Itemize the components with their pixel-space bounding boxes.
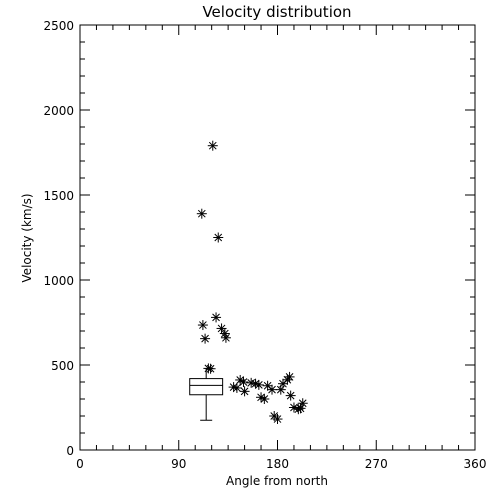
- y-axis-label: Velocity (km/s): [20, 193, 34, 282]
- asterisk-stroke: [268, 385, 276, 394]
- asterisk-stroke: [233, 384, 241, 392]
- data-point: [259, 394, 270, 404]
- asterisk-stroke: [247, 378, 256, 387]
- asterisk-stroke: [290, 403, 298, 412]
- chart-title: Velocity distribution: [202, 3, 351, 21]
- data-point: [297, 398, 308, 409]
- data-point: [239, 386, 250, 397]
- asterisk-stroke: [217, 324, 226, 333]
- asterisk-stroke: [206, 364, 215, 373]
- asterisk-stroke: [199, 321, 207, 329]
- asterisk-stroke: [254, 381, 263, 389]
- boxplot: [189, 368, 224, 421]
- data-point: [200, 333, 211, 344]
- asterisk-stroke: [251, 379, 260, 388]
- asterisk-stroke: [285, 373, 294, 381]
- data-point: [197, 320, 208, 331]
- data-point: [207, 140, 218, 151]
- y-tick-label: 0: [66, 444, 74, 458]
- data-point: [253, 379, 264, 390]
- asterisk-stroke: [260, 395, 269, 403]
- asterisk-stroke: [212, 313, 220, 322]
- data-point: [205, 363, 216, 374]
- asterisk-stroke: [220, 329, 229, 338]
- axis-ticks: 0 90 180 270 360 0 500 1000 1500 2000 2500: [43, 19, 486, 471]
- data-marks: [189, 140, 308, 425]
- x-tick-label: 90: [171, 457, 186, 471]
- asterisk-stroke: [298, 399, 307, 408]
- data-point: [196, 208, 207, 219]
- asterisk-stroke: [273, 415, 282, 423]
- data-point: [285, 390, 296, 401]
- asterisk-stroke: [229, 383, 238, 391]
- y-tick-label: 1000: [43, 274, 74, 288]
- x-tick-label: 180: [266, 457, 289, 471]
- data-point: [238, 377, 249, 387]
- x-axis-label: Angle from north: [226, 474, 328, 488]
- y-tick-label: 500: [51, 359, 74, 373]
- data-point: [231, 382, 242, 393]
- asterisk-stroke: [263, 381, 272, 390]
- x-tick-label: 360: [464, 457, 487, 471]
- data-point: [211, 312, 222, 323]
- asterisk-stroke: [239, 378, 248, 386]
- asterisk-stroke: [236, 376, 245, 384]
- data-point: [284, 371, 295, 382]
- y-tick-label: 2000: [43, 104, 74, 118]
- asterisk-stroke: [197, 209, 206, 218]
- x-tick-label: 0: [76, 457, 84, 471]
- asterisk-stroke: [257, 393, 265, 402]
- y-tick-label: 1500: [43, 189, 74, 203]
- boxplot-box: [189, 378, 224, 396]
- asterisk-stroke: [208, 141, 217, 150]
- data-point: [267, 384, 278, 395]
- data-point: [213, 232, 224, 243]
- data-point: [220, 332, 231, 343]
- data-point: [216, 323, 227, 334]
- asterisk-stroke: [222, 333, 230, 342]
- y-tick-label: 2500: [43, 19, 74, 33]
- asterisk-stroke: [214, 233, 223, 242]
- asterisk-stroke: [240, 387, 249, 396]
- x-tick-label: 270: [365, 457, 388, 471]
- asterisk-stroke: [201, 334, 209, 343]
- asterisk-stroke: [286, 391, 295, 400]
- data-point: [272, 414, 283, 425]
